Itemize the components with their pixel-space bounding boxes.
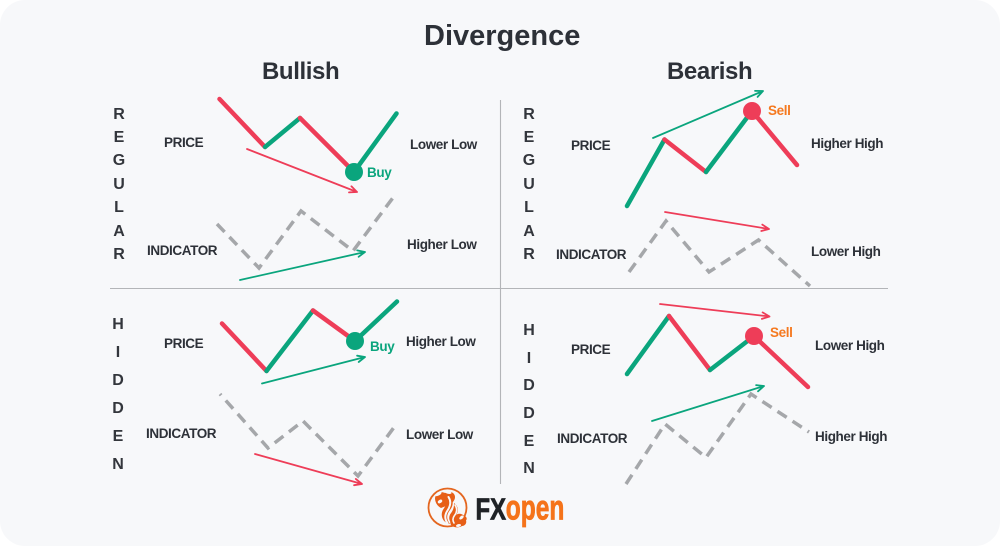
svg-text:FX: FX [476, 492, 507, 526]
svg-text:open: open [506, 488, 565, 527]
